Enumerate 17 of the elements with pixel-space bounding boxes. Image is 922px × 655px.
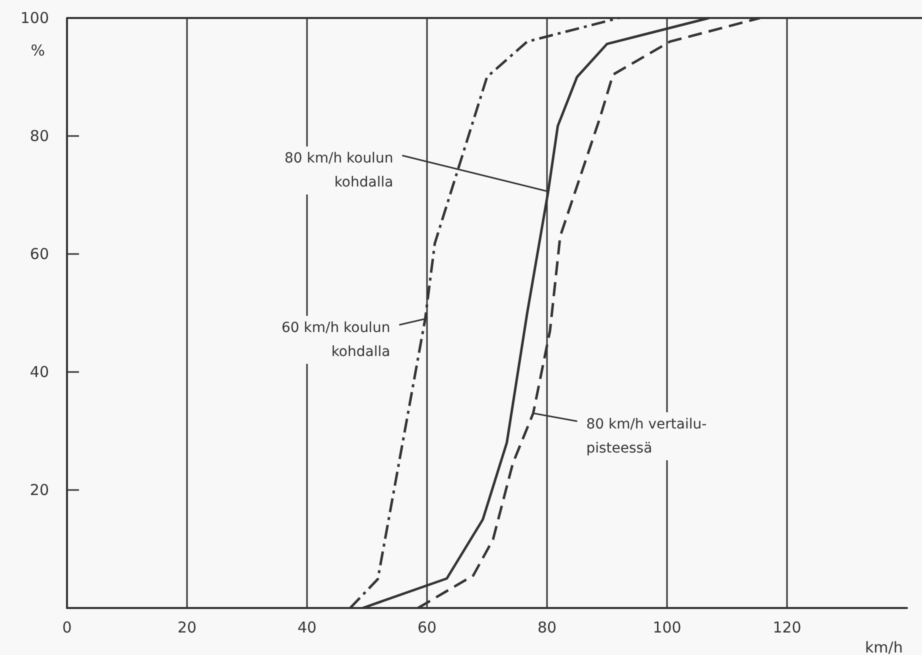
x-tick-label: 120: [772, 618, 802, 636]
y-axis-title: %: [30, 42, 45, 60]
x-tick-label: 20: [177, 618, 197, 636]
annotation: 80 km/h vertailu- pisteessä: [586, 416, 707, 456]
x-tick-label: 0: [62, 618, 72, 636]
x-tick-label: 100: [652, 618, 682, 636]
annotation: 80 km/h koulun kohdalla: [284, 150, 394, 190]
x-tick-label: 80: [537, 618, 557, 636]
y-tick-label: 100: [20, 9, 49, 27]
annotation: 60 km/h koulun kohdalla: [281, 320, 390, 360]
y-tick-label: 40: [30, 363, 49, 381]
x-tick-label: 60: [417, 618, 437, 636]
y-tick-label: 20: [30, 481, 49, 499]
y-tick-label: 80: [30, 127, 49, 145]
y-tick-label: 60: [30, 245, 49, 263]
x-axis-title: km/h: [865, 638, 903, 655]
x-tick-label: 40: [297, 618, 317, 636]
